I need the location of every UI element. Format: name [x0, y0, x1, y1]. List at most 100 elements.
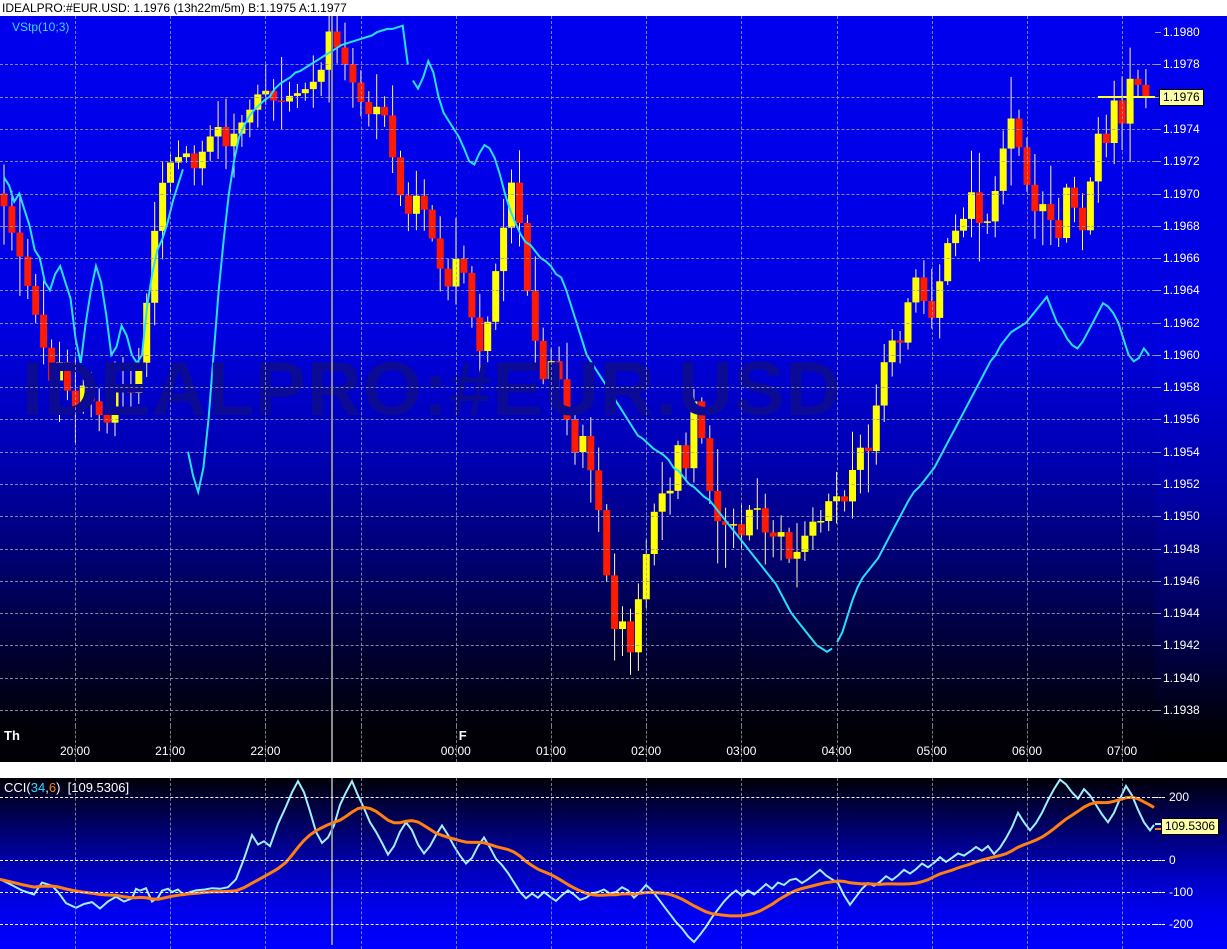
- vstp-indicator-label[interactable]: VStp(10;3): [12, 20, 70, 34]
- price-axis-tick: [1155, 709, 1161, 711]
- cci-axis-tick: [1155, 860, 1165, 862]
- time-gridline: [551, 16, 552, 726]
- price-axis-tick: [1155, 354, 1161, 356]
- cci-time-gridline: [836, 778, 838, 949]
- price-gridline: [0, 548, 1155, 550]
- time-axis-label: 07:00: [1107, 744, 1138, 758]
- cci-series: [0, 778, 1155, 944]
- price-panel[interactable]: IDEALPRO:#EUR.USD VStp(10;3) 1.1980 1.197…: [0, 16, 1227, 762]
- time-axis-label: 22:00: [250, 744, 281, 758]
- price-axis-label: 1.1978: [1163, 57, 1200, 72]
- price-axis-tick: [1155, 32, 1161, 34]
- time-axis-label: 06:00: [1011, 744, 1043, 758]
- cci-gridline: [0, 797, 1155, 798]
- cursor-crosshair-line[interactable]: [331, 16, 333, 726]
- time-axis-tick: [741, 726, 743, 762]
- cursor-crosshair-line[interactable]: [331, 726, 333, 762]
- price-axis-label: 1.1960: [1163, 347, 1200, 362]
- time-gridline: [455, 16, 457, 726]
- cci-name: CCI: [4, 780, 27, 795]
- price-gridline: [0, 613, 1155, 615]
- cci-time-gridline: [551, 778, 552, 949]
- window-title: IDEALPRO:#EUR.USD: 1.1976 (13h22m/5m) B:…: [2, 1, 347, 15]
- cci-time-gridline: [455, 778, 457, 949]
- day-label: Th: [4, 728, 20, 743]
- price-gridline: [0, 709, 1155, 711]
- candlestick-series: [0, 16, 1150, 675]
- time-gridline: [646, 16, 648, 726]
- cci-time-gridline: [360, 778, 362, 949]
- price-axis-label: 1.1948: [1163, 541, 1200, 556]
- price-gridline: [0, 354, 1155, 356]
- price-axis-label: 1.1954: [1163, 444, 1200, 459]
- cci-indicator-label[interactable]: CCI(34,6) [109.5306]: [4, 780, 130, 795]
- price-gridline: [0, 128, 1155, 130]
- price-gridline: [0, 516, 1155, 518]
- time-axis-tick: [265, 726, 267, 762]
- time-axis-label: 04:00: [821, 744, 852, 758]
- price-axis-label: 1.1970: [1163, 186, 1200, 201]
- cci-time-gridline: [75, 778, 76, 949]
- current-price-tag[interactable]: 1.1976: [1159, 88, 1204, 106]
- time-axis[interactable]: 20:00 21:00 22:00 00:00 01:00 02:00 03:00 04:00…: [0, 726, 1155, 762]
- price-gridline: [0, 258, 1155, 260]
- cci-time-gridline: [646, 778, 648, 949]
- time-axis-tick: [551, 726, 552, 762]
- cci-time-gridline: [1122, 778, 1124, 949]
- cci-panel-divider: [0, 762, 1227, 778]
- time-axis-label: 00:00: [440, 744, 471, 758]
- cursor-crosshair-line[interactable]: [331, 778, 333, 945]
- time-gridline: [741, 16, 743, 726]
- window-titlebar: IDEALPRO:#EUR.USD: 1.1976 (13h22m/5m) B:…: [0, 0, 1227, 16]
- cci-param-2: 6: [48, 780, 57, 795]
- time-axis-tick: [931, 726, 933, 762]
- day-label: F: [458, 728, 467, 743]
- time-axis-label: 05:00: [916, 744, 947, 758]
- time-axis-label: 20:00: [59, 744, 91, 758]
- current-price-line: [1098, 95, 1155, 98]
- cci-axis[interactable]: 200 0 -100 -200 109.5306: [1155, 778, 1227, 949]
- price-gridline: [0, 677, 1155, 679]
- price-axis-tick: [1155, 193, 1161, 195]
- time-axis-label: 21:00: [155, 744, 186, 758]
- cci-plot-area[interactable]: CCI(34,6) [109.5306]: [0, 778, 1155, 949]
- time-axis-tick: [1122, 726, 1124, 762]
- time-axis-label: 02:00: [631, 744, 662, 758]
- time-axis-tick: [170, 726, 172, 762]
- price-gridline: [0, 225, 1155, 227]
- price-axis[interactable]: 1.1980 1.1978 1.1976 1.1974 1.1972 1.1970 1.19…: [1155, 16, 1227, 762]
- price-axis-label: 1.1962: [1163, 315, 1200, 330]
- time-axis-tick: [75, 726, 76, 762]
- price-axis-tick: [1155, 451, 1161, 453]
- time-gridline: [1027, 16, 1028, 726]
- cci-time-gridline: [265, 778, 267, 949]
- price-gridline: [0, 387, 1155, 389]
- time-gridline: [931, 16, 933, 726]
- price-axis-tick: [1155, 580, 1161, 582]
- time-gridline: [75, 16, 76, 726]
- time-axis-tick: [455, 726, 457, 762]
- price-gridline: [0, 290, 1155, 292]
- price-axis-tick: [1155, 161, 1161, 163]
- time-axis-label: 01:00: [535, 744, 567, 758]
- price-axis-label: 1.1958: [1163, 380, 1200, 395]
- time-gridline: [1122, 16, 1124, 726]
- price-gridline: [0, 645, 1155, 647]
- price-gridline: [0, 419, 1155, 421]
- price-axis-label: 1.1946: [1163, 573, 1200, 588]
- cci-gridline: [0, 892, 1155, 893]
- price-axis-tick: [1155, 96, 1161, 98]
- price-axis-tick: [1155, 677, 1161, 679]
- price-axis-tick: [1155, 516, 1161, 518]
- time-gridline: [170, 16, 172, 726]
- price-axis-tick: [1155, 548, 1161, 550]
- time-axis-tick: [836, 726, 838, 762]
- cci-fast-marker: [1155, 822, 1161, 825]
- cci-current-value-tag[interactable]: 109.5306: [1161, 817, 1220, 835]
- price-gridline: [0, 451, 1155, 453]
- price-plot-area[interactable]: IDEALPRO:#EUR.USD VStp(10;3): [0, 16, 1155, 726]
- price-axis-label: 1.1972: [1163, 154, 1200, 169]
- price-axis-label: 1.1952: [1163, 476, 1200, 491]
- cci-panel[interactable]: CCI(34,6) [109.5306] 200 0 -100 -200 109.530…: [0, 762, 1227, 949]
